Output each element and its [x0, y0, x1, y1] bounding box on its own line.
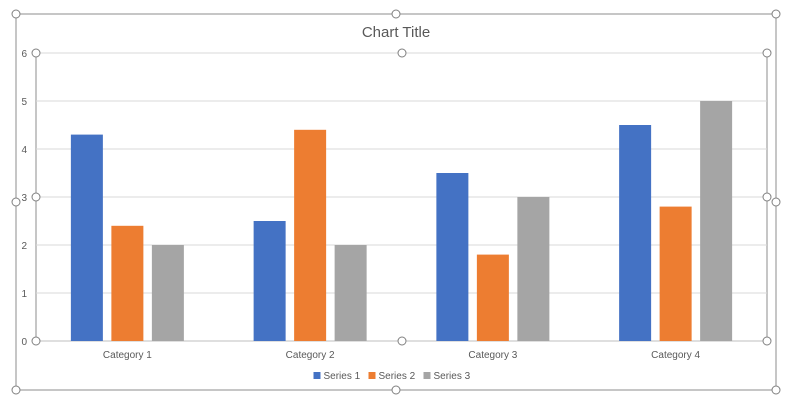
- resize-handle[interactable]: [11, 197, 21, 207]
- resize-handle[interactable]: [771, 197, 781, 207]
- legend-swatch: [313, 372, 321, 379]
- bar-series-3-1[interactable]: [151, 245, 184, 341]
- resize-handle[interactable]: [11, 385, 21, 395]
- resize-handle[interactable]: [762, 48, 772, 58]
- bar-series-2-3[interactable]: [476, 254, 509, 341]
- x-tick-label: Category 2: [286, 350, 335, 361]
- legend-label: Series 3: [434, 371, 471, 382]
- bar-series-3-4[interactable]: [700, 101, 733, 341]
- legend-label: Series 1: [324, 371, 361, 382]
- bar-series-3-2[interactable]: [334, 245, 367, 341]
- y-axis-tick-labels: 0 1 2 3 4 5 6: [21, 49, 27, 348]
- chart-title[interactable]: Chart Title: [362, 24, 430, 41]
- x-axis-tick-labels: Category 1 Category 2 Category 3 Category 4: [103, 350, 701, 361]
- bar-series-1-2[interactable]: [253, 221, 286, 341]
- bar-series-1-1[interactable]: [70, 134, 103, 341]
- x-tick-label: Category 1: [103, 350, 152, 361]
- resize-handle[interactable]: [31, 192, 41, 202]
- resize-handle[interactable]: [397, 336, 407, 346]
- legend-swatch: [368, 372, 376, 379]
- bar-series-2-1[interactable]: [111, 225, 144, 341]
- y-tick-label: 3: [21, 193, 27, 204]
- resize-handle[interactable]: [31, 336, 41, 346]
- y-tick-label: 1: [21, 289, 27, 300]
- resize-handle[interactable]: [11, 9, 21, 19]
- resize-handle[interactable]: [762, 336, 772, 346]
- legend-label: Series 2: [379, 371, 416, 382]
- bar-series-1-4[interactable]: [619, 125, 652, 341]
- y-tick-label: 6: [21, 49, 27, 60]
- x-tick-label: Category 3: [468, 350, 517, 361]
- y-tick-label: 4: [21, 145, 27, 156]
- x-tick-label: Category 4: [651, 350, 700, 361]
- legend-swatch: [423, 372, 431, 379]
- legend[interactable]: Series 1 Series 2 Series 3: [313, 371, 471, 382]
- y-tick-label: 2: [21, 241, 27, 252]
- resize-handle[interactable]: [391, 9, 401, 19]
- selection-handles[interactable]: [11, 9, 781, 395]
- y-tick-label: 0: [21, 337, 27, 348]
- bar-series-2-2[interactable]: [294, 129, 327, 341]
- resize-handle[interactable]: [31, 48, 41, 58]
- bars: [70, 101, 733, 341]
- bar-series-2-4[interactable]: [659, 206, 692, 341]
- y-tick-label: 5: [21, 97, 27, 108]
- resize-handle[interactable]: [771, 385, 781, 395]
- resize-handle[interactable]: [391, 385, 401, 395]
- resize-handle[interactable]: [762, 192, 772, 202]
- gridlines: [36, 52, 767, 342]
- resize-handle[interactable]: [771, 9, 781, 19]
- bar-series-1-3[interactable]: [436, 173, 469, 341]
- bar-series-3-3[interactable]: [517, 197, 550, 341]
- resize-handle[interactable]: [397, 48, 407, 58]
